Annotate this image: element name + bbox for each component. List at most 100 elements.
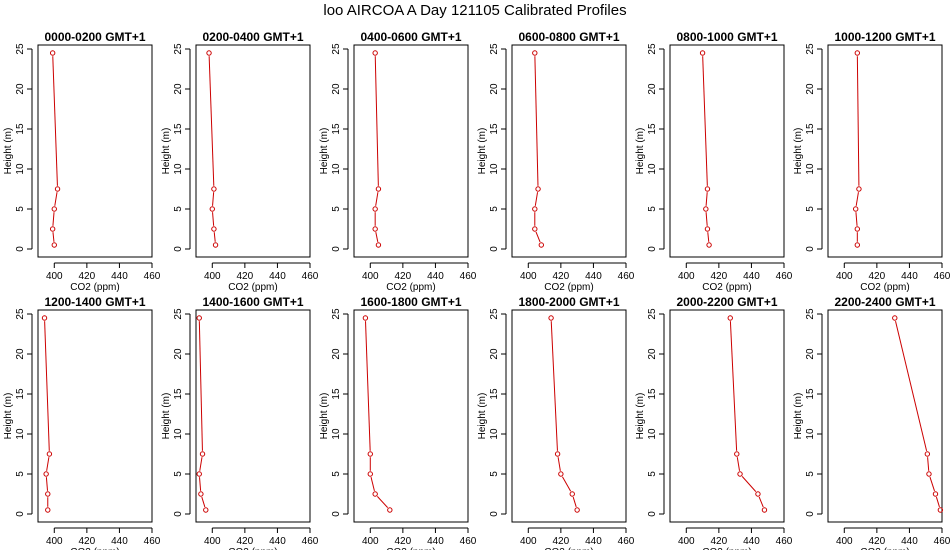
plot-frame	[195, 44, 311, 258]
y-tick-label: 10	[173, 428, 184, 440]
y-tick-label: 20	[647, 83, 658, 95]
profile-segment	[54, 192, 58, 206]
data-point	[926, 471, 932, 477]
x-axis-title: CO2 (ppm)	[702, 547, 751, 550]
data-point	[362, 315, 369, 321]
data-point	[367, 451, 373, 457]
data-point	[49, 226, 56, 232]
data-point	[892, 315, 898, 321]
y-tick-label: 15	[15, 388, 26, 400]
y-tick-label: 20	[15, 348, 26, 360]
y-tick-label: 0	[647, 246, 658, 252]
x-tick-label: 440	[743, 536, 760, 547]
y-tick-label: 10	[805, 428, 816, 440]
y-tick-label: 0	[805, 246, 816, 252]
y-tick-label: 25	[647, 308, 658, 320]
y-tick-label: 5	[647, 206, 658, 212]
profile-segment	[895, 320, 928, 452]
plot-frame	[669, 44, 785, 258]
profile-segment	[534, 56, 539, 186]
x-axis-title: CO2 (ppm)	[860, 547, 909, 550]
data-point	[198, 491, 204, 497]
y-tick-label: 25	[15, 308, 26, 320]
data-point	[932, 491, 939, 497]
y-tick-label: 0	[15, 511, 26, 517]
profile-segment	[213, 232, 216, 242]
y-tick-label: 10	[331, 163, 342, 175]
x-tick-label: 440	[111, 536, 128, 547]
profile-segment	[855, 192, 859, 206]
x-tick-label: 420	[869, 271, 886, 282]
x-axis-title: CO2 (ppm)	[702, 282, 751, 293]
x-axis-title: CO2 (ppm)	[228, 282, 277, 293]
x-tick-label: 460	[776, 271, 793, 282]
y-tick-label: 25	[647, 43, 658, 55]
profile-segment	[199, 477, 202, 491]
x-tick-label: 440	[585, 271, 602, 282]
data-point	[755, 491, 761, 497]
panel-title: 1200-1400 GMT+1	[44, 295, 145, 309]
y-tick-label: 0	[331, 511, 342, 517]
x-axis-title: CO2 (ppm)	[228, 547, 277, 550]
data-point	[49, 50, 56, 56]
profile-segment	[557, 457, 561, 471]
y-tick-label: 10	[805, 163, 816, 175]
y-tick-label: 0	[805, 511, 816, 517]
panel-title: 1400-1600 GMT+1	[202, 295, 303, 309]
data-point	[854, 50, 861, 56]
data-point	[727, 315, 733, 321]
data-point	[706, 242, 712, 248]
profile-segment	[52, 56, 58, 186]
y-tick-label: 25	[805, 308, 816, 320]
data-point	[51, 206, 57, 212]
profile-segment	[45, 477, 49, 491]
y-tick-label: 10	[489, 428, 500, 440]
x-tick-label: 440	[901, 536, 918, 547]
profile-segment	[212, 212, 215, 226]
y-tick-label: 0	[173, 246, 184, 252]
data-point	[372, 491, 378, 497]
y-tick-label: 0	[173, 511, 184, 517]
x-tick-label: 420	[79, 536, 96, 547]
x-tick-label: 440	[427, 271, 444, 282]
x-axis-title: CO2 (ppm)	[386, 282, 435, 293]
panel-title: 1000-1200 GMT+1	[834, 30, 935, 44]
y-tick-label: 20	[331, 348, 342, 360]
profile-segment	[927, 457, 930, 471]
y-tick-label: 5	[805, 471, 816, 477]
y-tick-label: 5	[805, 206, 816, 212]
data-point	[532, 206, 538, 212]
x-tick-label: 420	[237, 536, 254, 547]
data-point	[51, 242, 57, 248]
profile-segment	[44, 321, 50, 451]
profile-segment	[199, 457, 203, 471]
y-tick-label: 25	[489, 308, 500, 320]
data-point	[387, 507, 393, 513]
profile-segment	[198, 321, 203, 451]
x-tick-label: 400	[836, 271, 853, 282]
data-point	[532, 50, 538, 56]
data-point	[211, 186, 217, 192]
y-axis-title: Height (m)	[635, 393, 646, 440]
x-tick-label: 400	[46, 536, 63, 547]
chart-main-title: loo AIRCOA A Day 121105 Calibrated Profi…	[323, 2, 627, 19]
data-point	[737, 471, 743, 477]
x-tick-label: 460	[934, 271, 950, 282]
data-point	[704, 226, 711, 232]
x-tick-label: 460	[302, 536, 319, 547]
profile-segment	[702, 56, 708, 186]
data-point	[372, 226, 378, 232]
profile-segment	[212, 192, 215, 206]
profile-segment	[707, 232, 710, 242]
y-axis-title: Height (m)	[477, 393, 488, 440]
y-tick-label: 5	[15, 471, 26, 477]
profile-segment	[705, 192, 708, 206]
data-point	[574, 507, 580, 513]
profile-segment	[736, 457, 741, 471]
y-tick-label: 15	[331, 388, 342, 400]
profile-segment	[52, 232, 55, 242]
data-point	[924, 451, 931, 457]
x-tick-label: 440	[111, 271, 128, 282]
profile-segment	[758, 496, 764, 508]
profile-segment	[52, 212, 55, 226]
